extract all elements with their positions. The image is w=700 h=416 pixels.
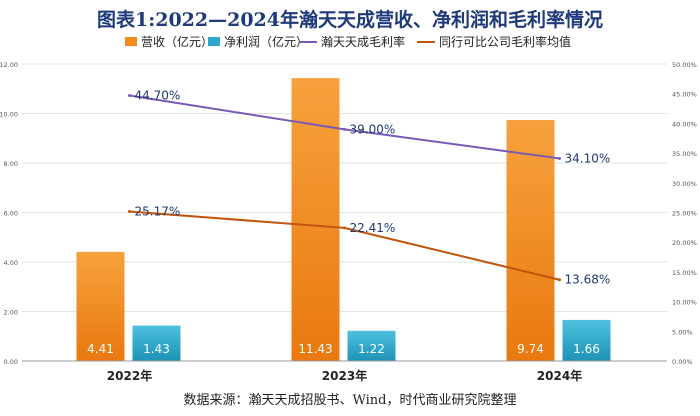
line-point — [343, 127, 346, 131]
y-right-tick-label: 35.00% — [672, 150, 697, 158]
y-right-tick-label: 50.00% — [672, 61, 697, 69]
bar-value-label: 9.74 — [517, 342, 544, 356]
bar — [562, 319, 611, 361]
line-value-label: 25.17% — [135, 204, 181, 218]
legend-label: 营收（亿元） — [141, 34, 213, 49]
line-value-label: 39.00% — [350, 122, 396, 136]
legend-item: 净利润（亿元） — [208, 34, 308, 49]
legend-item: 瀚天天成毛利率 — [299, 34, 405, 49]
bar-value-label: 11.43 — [298, 342, 332, 356]
y-left-tick-label: 0.00 — [4, 358, 18, 366]
legend-item: 同行可比公司毛利率均值 — [417, 34, 571, 49]
y-axis-left: 0.00 2.00 4.00 6.00 8.00 10.00 12.00 — [0, 61, 18, 366]
y-left-tick-label: 4.00 — [4, 259, 18, 267]
line-value-label: 34.10% — [565, 151, 611, 165]
line-point — [558, 278, 561, 282]
bar-value-label: 4.41 — [87, 342, 114, 356]
legend-swatch — [125, 37, 137, 46]
y-left-tick-label: 12.00 — [0, 61, 18, 69]
y-right-tick-label: 45.00% — [672, 91, 697, 99]
chart-title: 图表1:2022—2024年瀚天天成营收、净利润和毛利率情况 — [97, 9, 603, 31]
y-right-tick-label: 5.00% — [672, 328, 693, 336]
source-note: 数据来源：瀚天天成招股书、Wind，时代商业研究院整理 — [183, 393, 517, 408]
series-line — [129, 94, 560, 160]
bar — [347, 330, 396, 361]
y-left-tick-label: 2.00 — [4, 309, 18, 317]
y-right-tick-label: 40.00% — [672, 120, 697, 128]
y-right-tick-label: 10.00% — [672, 299, 697, 307]
line-value-label: 44.70% — [135, 88, 181, 102]
lines: 44.70% 39.00% 34.10% 25.17% 22.41% 13.68% — [128, 88, 611, 287]
bar-value-label: 1.22 — [358, 342, 385, 356]
legend-label: 瀚天天成毛利率 — [321, 34, 405, 49]
y-right-tick-label: 20.00% — [672, 239, 697, 247]
bar — [76, 251, 125, 361]
y-left-tick-label: 8.00 — [4, 160, 18, 168]
y-left-tick-label: 6.00 — [4, 210, 18, 218]
x-tick-label: 2022年 — [107, 368, 152, 383]
bar-value-label: 1.43 — [143, 342, 170, 356]
line-point — [343, 226, 346, 230]
x-tick-label: 2023年 — [322, 368, 367, 383]
legend-item: 营收（亿元） — [125, 34, 213, 49]
y-left-tick-label: 10.00 — [0, 111, 18, 119]
x-tick-label: 2024年 — [537, 368, 582, 383]
legend-label: 同行可比公司毛利率均值 — [439, 34, 571, 49]
line-point — [128, 209, 131, 213]
series-line — [129, 210, 560, 281]
legend-swatch — [208, 37, 220, 46]
bar-value-label: 1.66 — [573, 342, 600, 356]
y-right-tick-label: 0.00% — [672, 358, 693, 366]
line-value-label: 22.41% — [350, 221, 396, 235]
bar — [132, 325, 181, 361]
line-value-label: 13.68% — [565, 273, 611, 287]
y-right-tick-label: 15.00% — [672, 269, 697, 277]
legend: 营收（亿元） 净利润（亿元） 瀚天天成毛利率 同行可比公司毛利率均值 — [125, 34, 571, 49]
y-right-tick-label: 25.00% — [672, 210, 697, 218]
y-right-tick-label: 30.00% — [672, 180, 697, 188]
line-point — [128, 93, 131, 97]
bar — [506, 119, 555, 361]
x-axis: 2022年 2023年 2024年 — [22, 360, 667, 383]
bars: 4.41 11.43 9.74 1.43 1.22 1.66 — [76, 78, 611, 362]
y-axis-right: 0.00% 5.00% 10.00% 15.00% 20.00% 25.00% 30.00%… — [672, 61, 697, 366]
bar — [291, 78, 340, 362]
legend-label: 净利润（亿元） — [224, 34, 308, 49]
line-point — [558, 156, 561, 160]
